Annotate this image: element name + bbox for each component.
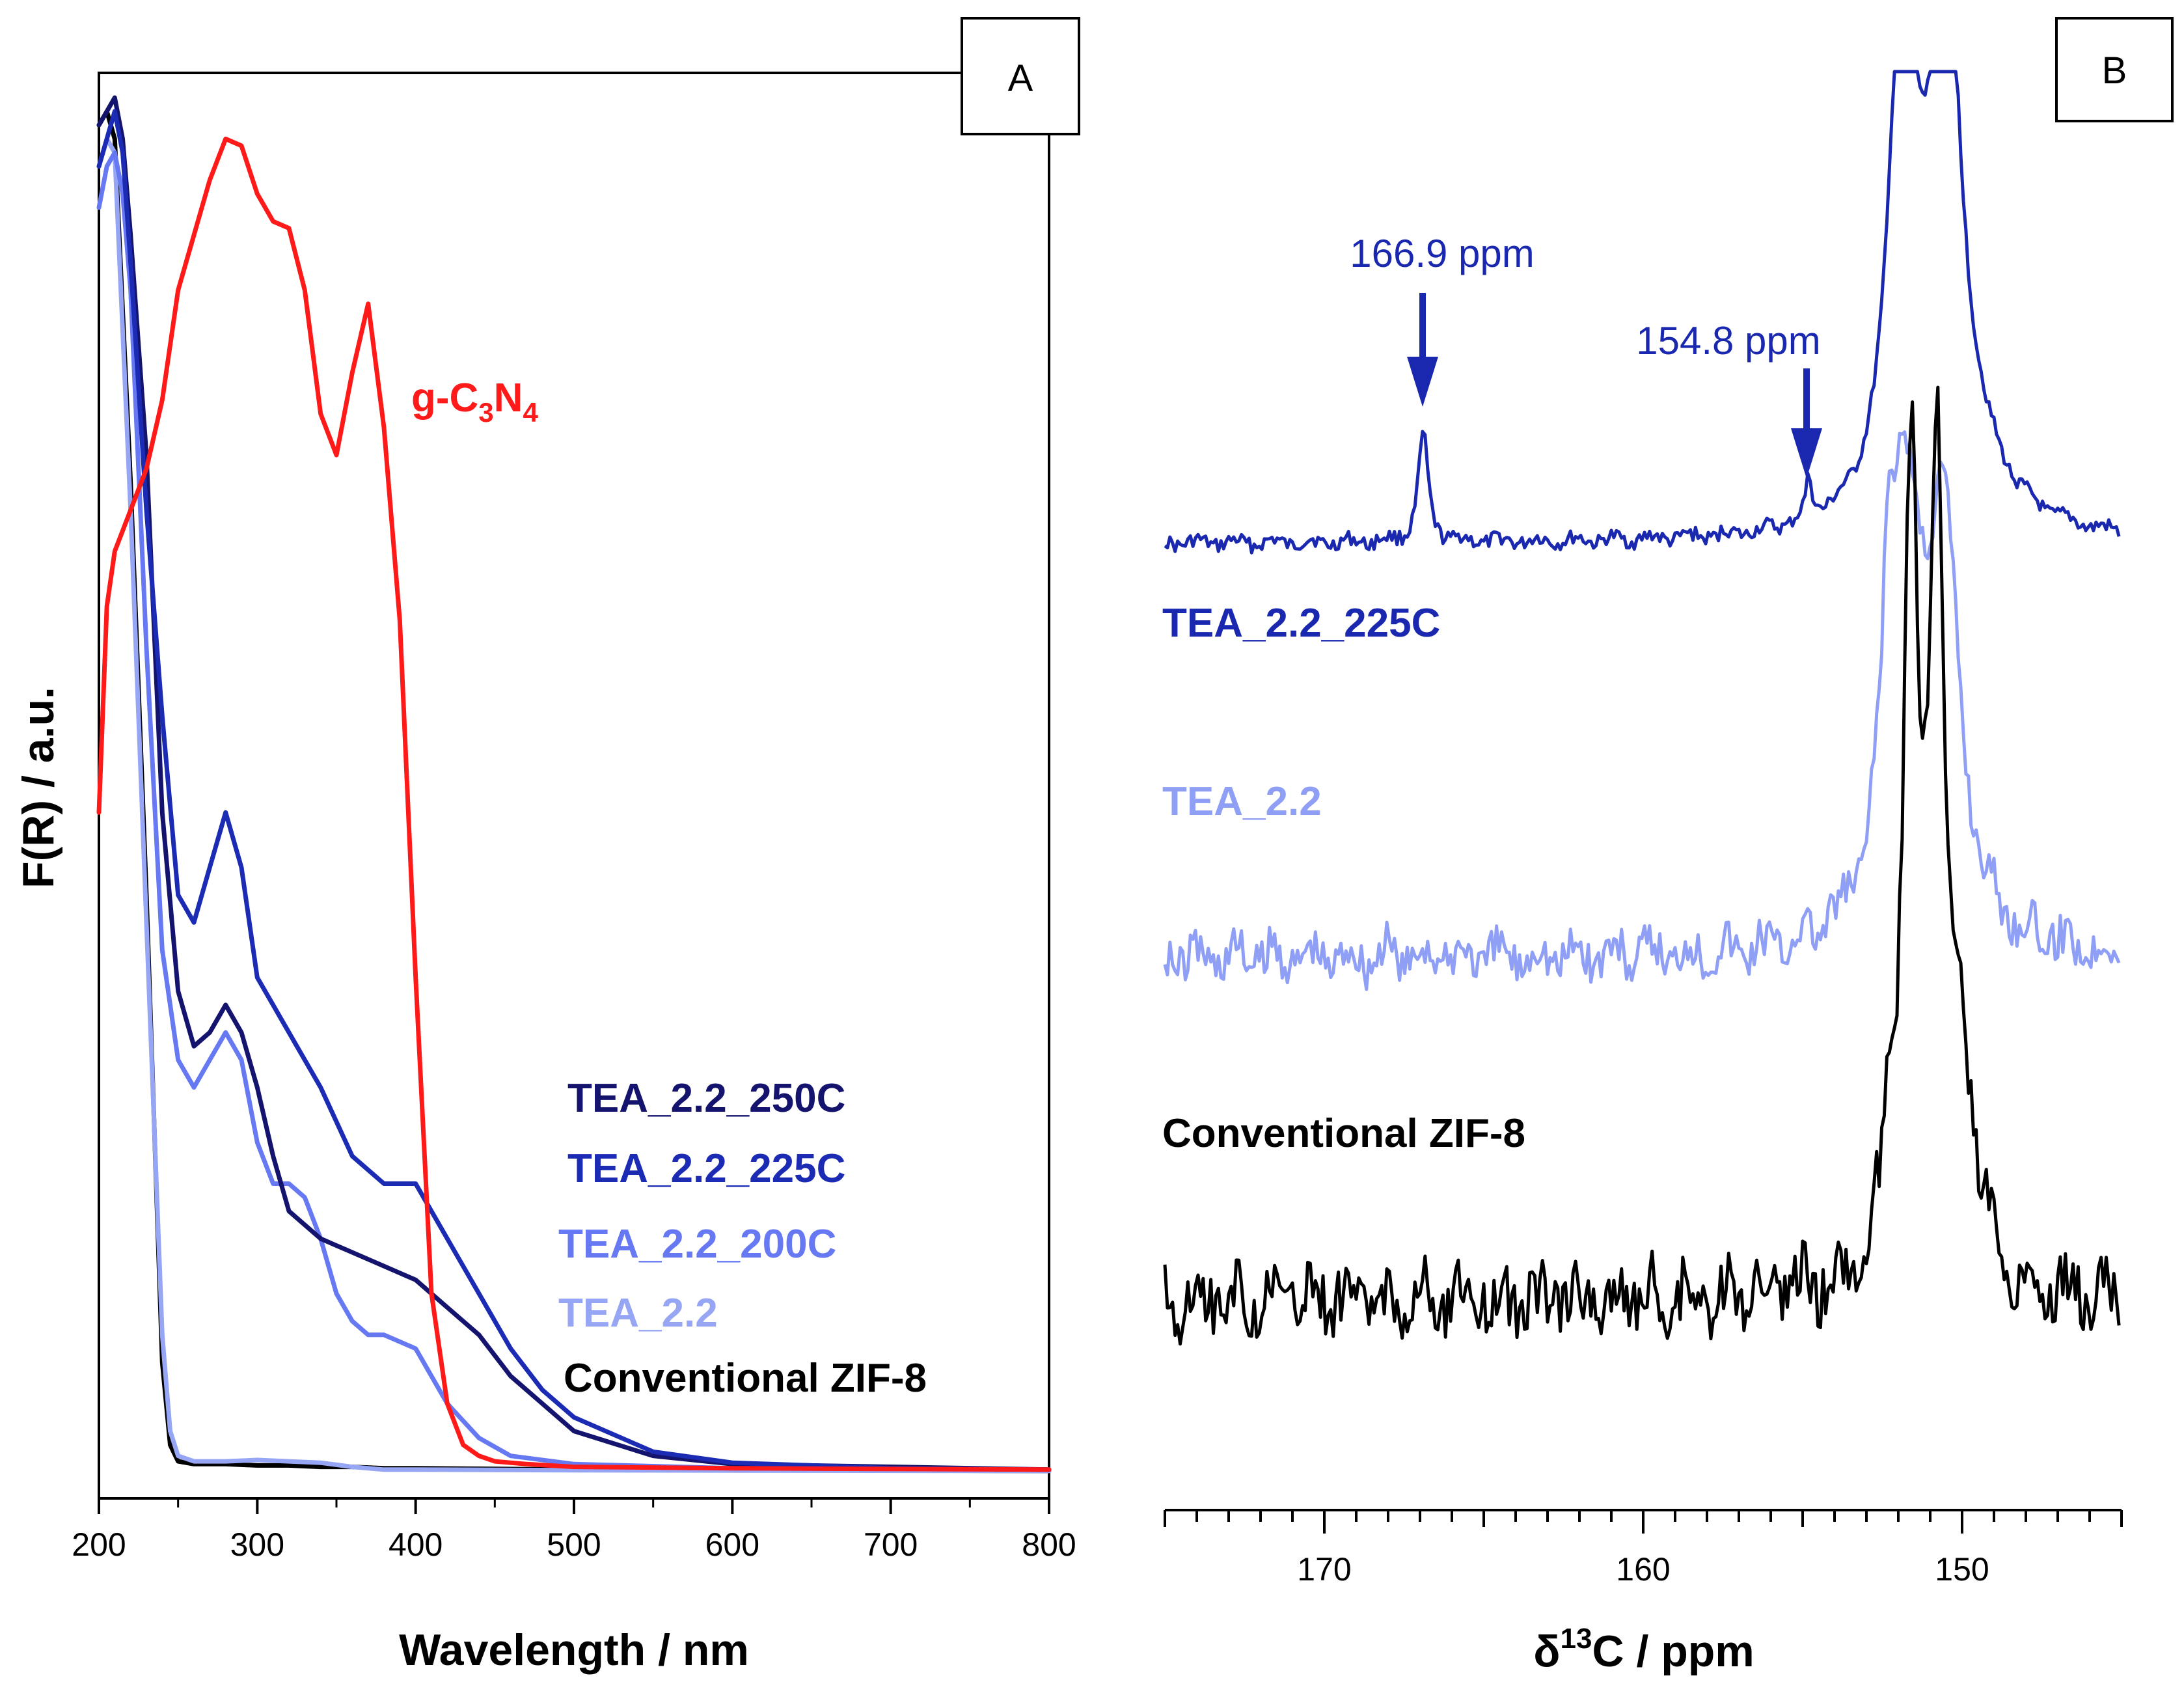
panel-a-x-tick-label: 200 — [72, 1526, 126, 1563]
nmr-spectrum-tea-2-2 — [1163, 430, 2121, 991]
label-g-c3n4-part2: N — [494, 376, 523, 420]
panel-b-letter: B — [2102, 49, 2127, 92]
panel-b-x-tick-label: 150 — [1935, 1551, 1989, 1588]
panel-a-y-axis-label: F(R) / a.u. — [14, 687, 63, 888]
panel-a-x-tick-label: 800 — [1022, 1526, 1076, 1563]
panel-a-plot-frame — [98, 72, 1050, 1500]
panel-a-x-tick-label: 700 — [864, 1526, 918, 1563]
panel-a-letter-box — [961, 17, 1080, 135]
label-tea-200c: TEA_2.2_200C — [558, 1222, 836, 1267]
panel-b-x-axis-label-prefix: δ — [1533, 1627, 1560, 1676]
label-tea-2-2: TEA_2.2 — [558, 1291, 718, 1336]
nmr-label-tea-225c: TEA_2.2_225C — [1162, 601, 1440, 646]
panel-a-x-tick-label: 500 — [547, 1526, 601, 1563]
panel-a-x-tick-label: 600 — [705, 1526, 759, 1563]
series-line-tea-2-2-250c — [96, 95, 1052, 1472]
panel-a-letter: A — [1008, 57, 1033, 100]
panel-a-x-ticks: 200 300 400 500 600 700 800 — [72, 1498, 1076, 1563]
series-line-conventional-zif-8 — [96, 109, 1052, 1474]
panel-b: B 170 160 150 166.9 ppm 154.8 ppm TEA_2.2_… — [1162, 17, 2174, 1676]
panel-b-series — [1163, 70, 2121, 1346]
panel-b-x-ticks: 170 160 150 — [1164, 1510, 2123, 1588]
series-line-tea-2-2-225c — [96, 109, 1052, 1472]
label-g-c3n4-sub1: 3 — [478, 397, 493, 428]
panel-a-x-axis-label: Wavelength / nm — [399, 1625, 749, 1675]
panel-a-x-tick-label: 400 — [389, 1526, 443, 1563]
nmr-label-tea-2-2: TEA_2.2 — [1162, 779, 1322, 824]
label-g-c3n4-sub2: 4 — [523, 397, 538, 428]
nmr-arrow-166-9-head — [1407, 357, 1438, 407]
panel-b-x-axis-label-suffix: C / ppm — [1592, 1627, 1754, 1676]
panel-b-x-tick-label: 170 — [1297, 1551, 1351, 1588]
panel-a-x-tick-label: 300 — [230, 1526, 284, 1563]
nmr-annotation-166-9: 166.9 ppm — [1350, 232, 1535, 275]
nmr-arrow-154-8-head — [1791, 428, 1822, 478]
nmr-annotation-154-8: 154.8 ppm — [1636, 319, 1821, 363]
panel-b-letter-box — [2055, 17, 2174, 122]
panel-a-series — [96, 95, 1052, 1474]
label-conventional-zif8: Conventional ZIF-8 — [564, 1356, 927, 1401]
panel-a: A 200 300 400 500 600 700 800 Wavelength / nm … — [14, 17, 1080, 1675]
label-g-c3n4: g-C3N4 — [411, 376, 538, 428]
panel-b-x-axis-label-sup: 13 — [1560, 1623, 1592, 1655]
nmr-spectrum-conventional-zif-8 — [1163, 385, 2121, 1346]
panel-b-x-axis-label: δ13C / ppm — [1533, 1623, 1754, 1676]
panel-b-x-tick-label: 160 — [1616, 1551, 1670, 1588]
nmr-label-conventional-zif8: Conventional ZIF-8 — [1162, 1111, 1525, 1156]
series-line-tea-2-2-200c — [96, 150, 1052, 1472]
label-tea-250c: TEA_2.2_250C — [567, 1076, 845, 1121]
nmr-spectrum-tea-2-2-225c — [1164, 70, 2121, 555]
series-line-g-c3n4 — [96, 136, 1052, 1472]
series-line-tea-2-2 — [96, 136, 1052, 1474]
label-g-c3n4-part1: g-C — [411, 376, 478, 420]
label-tea-225c: TEA_2.2_225C — [567, 1146, 845, 1191]
